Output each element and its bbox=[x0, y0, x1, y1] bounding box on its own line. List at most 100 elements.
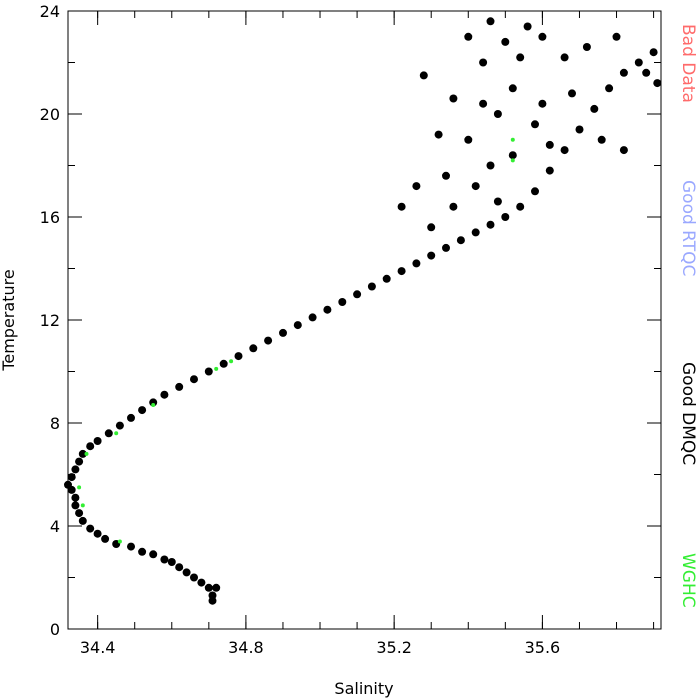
data-point bbox=[560, 146, 569, 155]
data-point bbox=[464, 32, 473, 41]
data-point bbox=[353, 290, 362, 299]
y-tick-label: 8 bbox=[50, 414, 60, 433]
data-point bbox=[649, 48, 658, 57]
y-tick-label: 0 bbox=[50, 620, 60, 639]
data-point bbox=[175, 382, 184, 391]
data-point bbox=[538, 99, 547, 108]
data-point bbox=[279, 328, 287, 337]
data-point bbox=[531, 120, 539, 129]
data-point bbox=[501, 37, 510, 46]
data-point bbox=[84, 451, 89, 456]
data-point bbox=[590, 104, 599, 113]
legend-good-rtqc: Good RTQC bbox=[678, 180, 698, 276]
data-point bbox=[523, 22, 532, 31]
data-point bbox=[642, 68, 651, 77]
data-point bbox=[293, 321, 302, 330]
data-point bbox=[516, 202, 525, 211]
y-axis-title: Temperature bbox=[0, 269, 18, 371]
data-point bbox=[117, 539, 122, 544]
data-point bbox=[338, 298, 347, 306]
data-point bbox=[471, 182, 480, 191]
data-point bbox=[149, 398, 158, 407]
data-point bbox=[367, 282, 376, 291]
data-point bbox=[182, 568, 191, 577]
data-point bbox=[151, 403, 156, 407]
data-point bbox=[127, 413, 135, 422]
data-point bbox=[612, 32, 621, 41]
data-point bbox=[442, 171, 450, 180]
data-point bbox=[510, 158, 515, 163]
data-point bbox=[486, 17, 495, 26]
data-point bbox=[214, 366, 219, 371]
data-point bbox=[104, 429, 113, 438]
data-point bbox=[653, 79, 662, 88]
data-point bbox=[464, 135, 473, 144]
data-point bbox=[568, 89, 576, 98]
y-tick-label: 4 bbox=[50, 517, 60, 536]
x-tick-label: 34.4 bbox=[80, 638, 116, 657]
data-point bbox=[412, 182, 421, 191]
data-point bbox=[149, 550, 158, 559]
tick-labels: 34.4 34.8 35.2 35.6 0 4 8 12 16 20 24 bbox=[40, 2, 561, 657]
data-point bbox=[456, 236, 465, 245]
data-point bbox=[229, 359, 234, 364]
data-point bbox=[160, 390, 169, 399]
data-point bbox=[479, 58, 488, 67]
data-point bbox=[80, 503, 85, 508]
y-tick-label: 24 bbox=[40, 2, 60, 21]
y-tick-label: 12 bbox=[40, 311, 60, 330]
data-point bbox=[71, 493, 80, 502]
data-point bbox=[508, 84, 517, 93]
x-axis-title: Salinity bbox=[334, 679, 393, 698]
data-point bbox=[397, 267, 406, 276]
y-tick-label: 20 bbox=[40, 105, 60, 124]
data-point bbox=[75, 509, 84, 518]
data-point bbox=[249, 344, 258, 353]
data-point bbox=[634, 58, 643, 67]
data-point bbox=[510, 137, 515, 142]
data-point bbox=[115, 421, 124, 430]
legend: Bad Data Good RTQC Good DMQC WGHC bbox=[678, 24, 698, 608]
data-point bbox=[427, 251, 436, 260]
data-point bbox=[323, 305, 332, 314]
data-point bbox=[493, 197, 502, 206]
data-point bbox=[71, 501, 80, 510]
data-point bbox=[501, 213, 510, 221]
axis-ticks bbox=[68, 10, 661, 630]
x-tick-label: 35.6 bbox=[525, 638, 561, 657]
data-point bbox=[138, 547, 147, 556]
data-point bbox=[486, 220, 495, 229]
data-point bbox=[101, 534, 110, 543]
data-point bbox=[175, 563, 184, 572]
data-point bbox=[575, 125, 584, 134]
data-point bbox=[471, 228, 480, 237]
data-point bbox=[308, 313, 317, 322]
x-tick-label: 34.8 bbox=[228, 638, 264, 657]
data-point bbox=[190, 573, 198, 582]
data-point bbox=[219, 359, 228, 368]
data-point bbox=[64, 480, 72, 489]
data-point bbox=[190, 375, 198, 384]
data-point bbox=[427, 223, 436, 232]
data-point bbox=[67, 473, 76, 482]
data-point bbox=[86, 442, 95, 451]
data-point bbox=[138, 406, 147, 415]
data-point bbox=[479, 99, 488, 108]
data-point bbox=[93, 529, 102, 538]
data-point bbox=[208, 591, 217, 600]
data-point bbox=[264, 336, 273, 345]
data-point bbox=[531, 187, 539, 196]
data-point bbox=[619, 68, 628, 77]
data-point bbox=[516, 53, 525, 62]
data-point bbox=[597, 135, 606, 144]
data-point bbox=[197, 578, 206, 587]
data-point bbox=[397, 202, 406, 211]
x-tick-label: 35.2 bbox=[376, 638, 412, 657]
legend-wghc: WGHC bbox=[678, 553, 698, 608]
data-point bbox=[605, 84, 614, 93]
plot-frame bbox=[67, 10, 662, 630]
data-point bbox=[419, 71, 428, 80]
data-point bbox=[449, 94, 458, 103]
data-point bbox=[167, 558, 176, 566]
